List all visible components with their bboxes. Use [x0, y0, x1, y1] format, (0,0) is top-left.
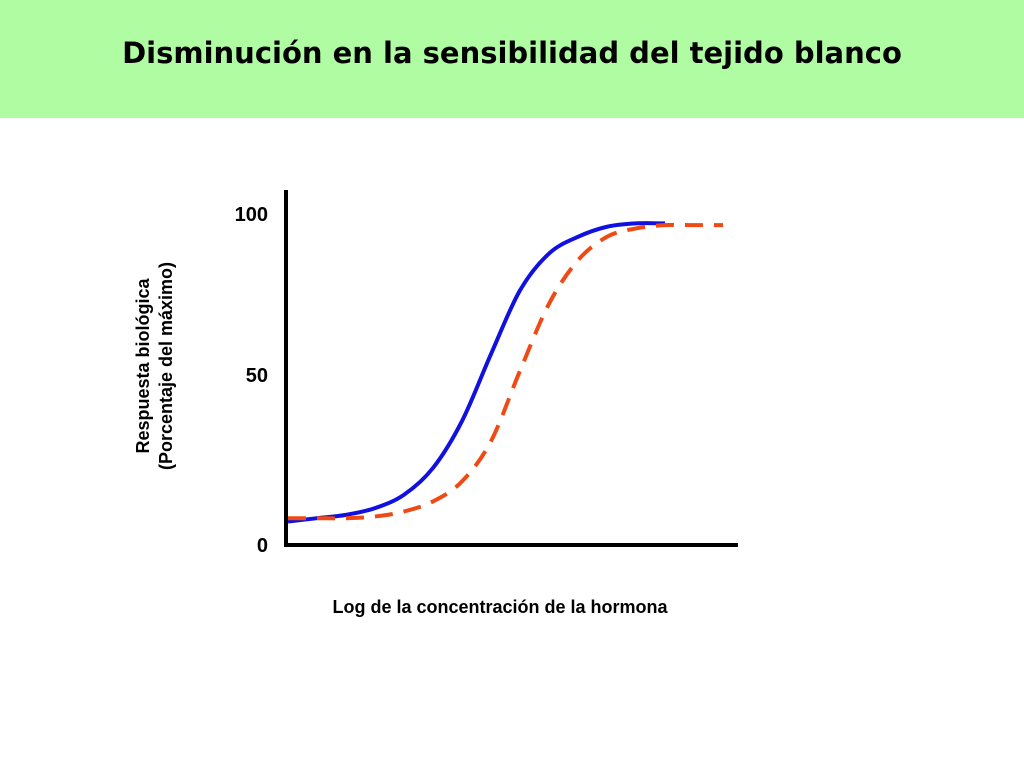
y-axis-label-line-2: (Porcentaje del máximo) [156, 262, 176, 470]
series-line-solid [287, 221, 666, 524]
y-axis-label-line-1: Respuesta biológica [133, 277, 153, 453]
y-axis-title: Respuesta biológica (Porcentaje del máxi… [133, 262, 176, 470]
y-tick-label: 0 [257, 535, 268, 557]
series-line-dashed [287, 222, 723, 521]
y-tick-label: 50 [246, 365, 268, 387]
title-banner [0, 0, 1024, 118]
y-tick-label: 100 [235, 204, 268, 226]
series-layer [287, 221, 723, 524]
page-title: Disminución en la sensibilidad del tejid… [122, 36, 902, 70]
x-axis-label: Log de la concentración de la hormona [332, 597, 668, 617]
